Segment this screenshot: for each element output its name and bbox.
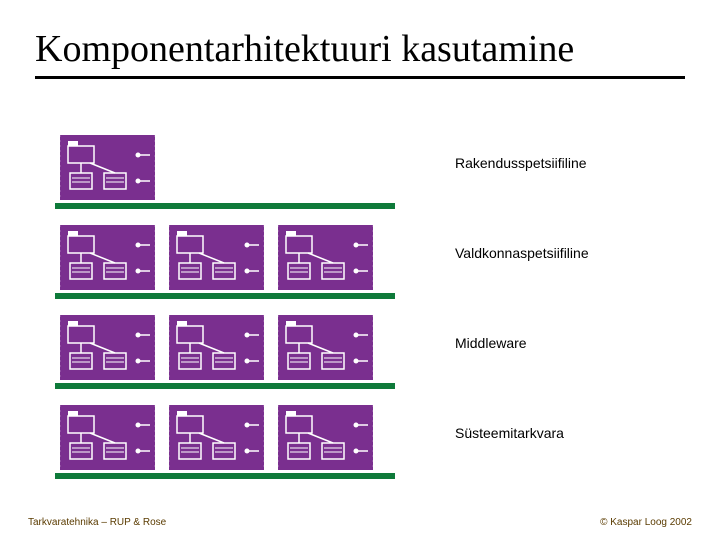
package-block [278, 405, 373, 470]
package-block [60, 225, 155, 290]
layer-blocks [60, 225, 373, 290]
layer-row: Valdkonnaspetsiifiline [60, 225, 680, 305]
layer-blocks [60, 135, 155, 200]
package-block [278, 315, 373, 380]
layer-bar [55, 293, 395, 299]
layer-bar [55, 203, 395, 209]
layer-label: Süsteemitarkvara [455, 425, 564, 441]
title-underline [35, 76, 685, 79]
layer-label: Middleware [455, 335, 527, 351]
layer-bar [55, 383, 395, 389]
footer-left: Tarkvaratehnika – RUP & Rose [28, 517, 166, 528]
package-block [169, 315, 264, 380]
package-block [60, 405, 155, 470]
layer-row: Süsteemitarkvara [60, 405, 680, 485]
layer-label: Valdkonnaspetsiifiline [455, 245, 589, 261]
layer-blocks [60, 405, 373, 470]
package-block [60, 315, 155, 380]
package-block [278, 225, 373, 290]
layer-row: Middleware [60, 315, 680, 395]
package-block [60, 135, 155, 200]
layer-bar [55, 473, 395, 479]
package-block [169, 405, 264, 470]
layer-label: Rakendusspetsiifiline [455, 155, 587, 171]
title-wrap: Komponentarhitektuuri kasutamine [35, 30, 695, 79]
layer-row: Rakendusspetsiifiline [60, 135, 680, 215]
slide: { "title": { "text": "Komponentarhitektu… [0, 0, 720, 540]
layer-blocks [60, 315, 373, 380]
package-block [169, 225, 264, 290]
slide-title: Komponentarhitektuuri kasutamine [35, 30, 695, 70]
layers-container: Rakendusspetsiifiline [60, 135, 680, 495]
footer-right: © Kaspar Loog 2002 [600, 517, 692, 528]
